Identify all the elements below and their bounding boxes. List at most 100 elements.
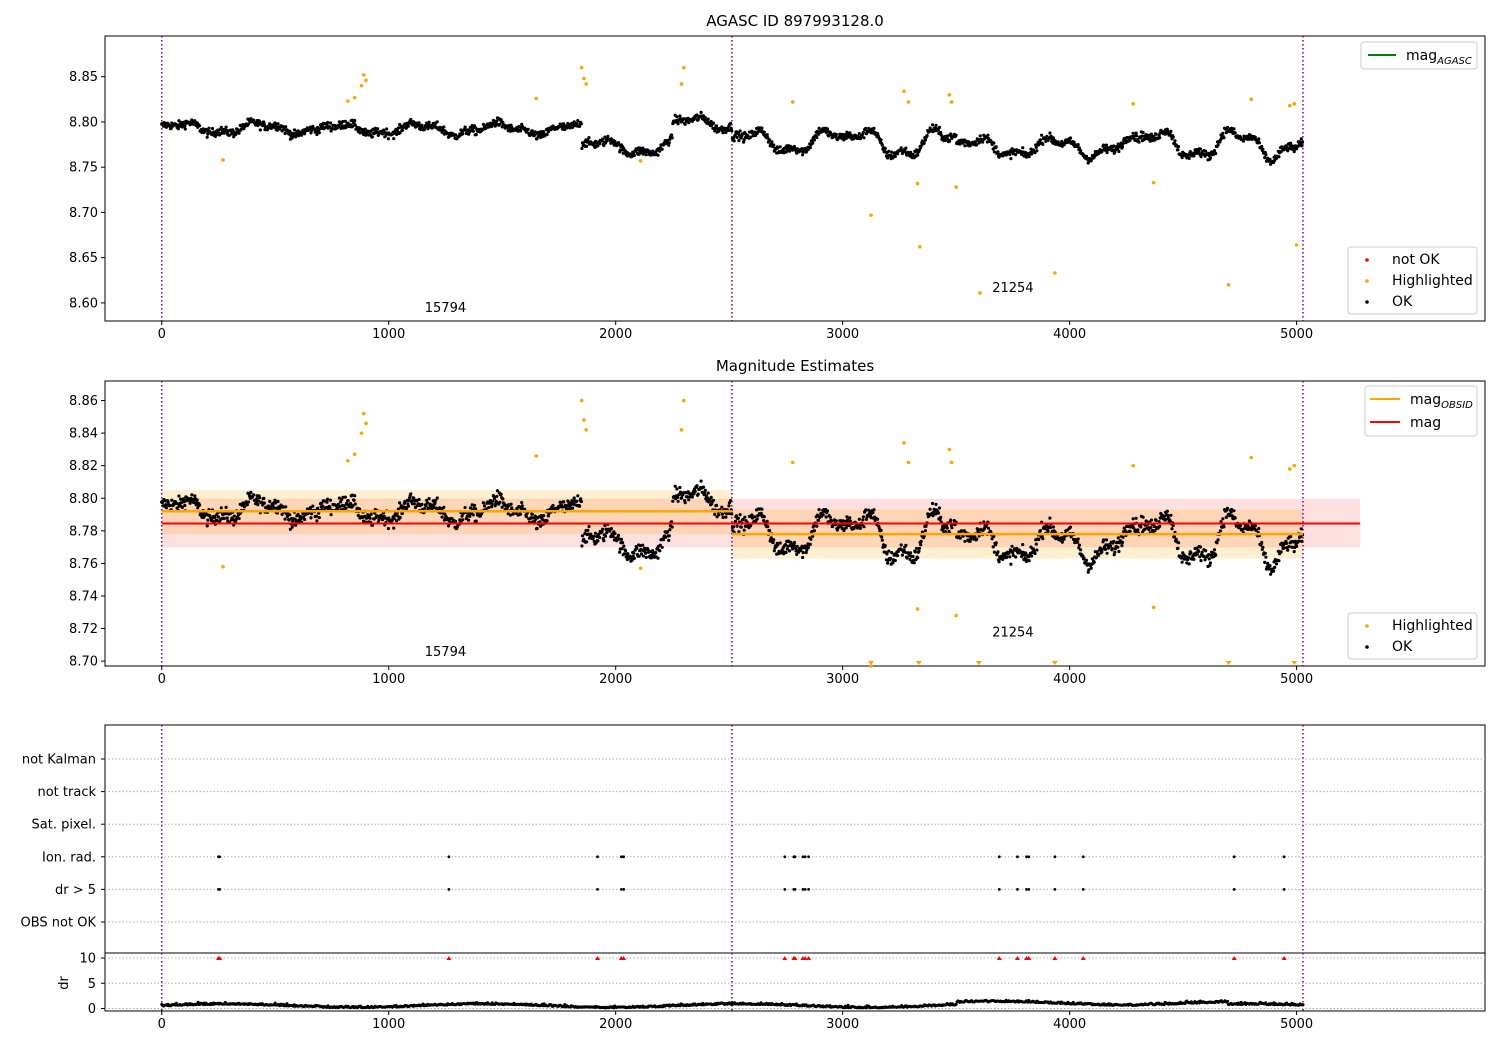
ok-point: [314, 130, 318, 134]
ok-point: [1300, 140, 1305, 144]
ok-point: [772, 538, 776, 542]
ok-point: [665, 530, 670, 534]
ok-point: [690, 495, 694, 499]
panel-agasc-x-axis: 0 1000 2000 3000 4000 5000: [158, 321, 1313, 342]
legend2-highlighted-label: Highlighted: [1392, 618, 1473, 634]
ok-point: [685, 495, 689, 499]
ok-point: [353, 123, 357, 127]
ok-point: [501, 497, 505, 501]
ok-point: [398, 131, 402, 135]
ok-point: [1149, 526, 1153, 530]
ok-point: [1008, 152, 1012, 157]
ok-point: [342, 504, 346, 508]
ok-point: [880, 538, 884, 542]
ok-point: [1300, 144, 1304, 148]
ok-point: [916, 556, 920, 560]
ok-point: [1284, 145, 1289, 149]
ok-point: [788, 149, 792, 153]
ok-point: [1116, 536, 1120, 540]
ok-point: [424, 504, 428, 508]
ok-point: [246, 500, 251, 504]
ok-point: [443, 512, 447, 517]
ok-point: [961, 141, 965, 145]
ok-point: [760, 507, 764, 511]
ok-point: [721, 515, 725, 520]
ok-point: [864, 508, 868, 512]
ok-point: [234, 518, 238, 522]
ok-point: [598, 142, 602, 146]
ok-point: [1216, 538, 1220, 542]
ok-point: [675, 495, 680, 499]
ok-point: [963, 144, 967, 148]
ok-point: [667, 534, 671, 538]
ok-point: [632, 551, 636, 555]
ok-point: [1277, 559, 1281, 563]
ok-point: [676, 122, 680, 126]
ok-point: [620, 547, 624, 551]
ok-point: [548, 507, 552, 511]
ok-point: [1204, 549, 1208, 553]
ok-point: [720, 505, 724, 509]
ok-point: [909, 551, 913, 555]
ok-point: [1169, 129, 1173, 133]
ok-point: [580, 534, 585, 538]
flag-event-point: [783, 855, 787, 859]
legend2-highlighted-marker: [1365, 624, 1369, 628]
ok-point: [733, 133, 738, 137]
ok-point: [349, 502, 353, 506]
ok-point: [1170, 527, 1174, 531]
ok-point: [695, 113, 699, 117]
highlighted-point: [638, 159, 643, 163]
ok-point: [285, 514, 289, 519]
out-of-range-marker: [1051, 661, 1058, 665]
highlighted-point: [790, 460, 795, 465]
ok-point: [585, 540, 589, 544]
ok-point: [801, 551, 805, 555]
flag-event-point: [807, 855, 811, 859]
ok-point: [991, 545, 995, 549]
ok-point: [281, 125, 285, 129]
ok-point: [992, 550, 997, 554]
ok-point: [920, 139, 925, 143]
ok-point: [210, 517, 214, 521]
ok-point: [992, 150, 997, 154]
ok-point: [809, 537, 813, 541]
ok-point: [1079, 149, 1083, 153]
ok-point: [1257, 137, 1261, 141]
ok-point: [735, 135, 739, 139]
highlighted-point: [364, 421, 368, 426]
ok-point: [889, 556, 893, 560]
ok-point: [811, 141, 815, 145]
legend-mag-label: mag: [1410, 415, 1441, 431]
legend-ok-label: OK: [1392, 294, 1413, 310]
ok-point: [1208, 561, 1212, 565]
ok-point: [600, 530, 604, 534]
ok-point: [193, 494, 197, 498]
ok-point: [735, 524, 739, 528]
ok-point: [576, 494, 580, 498]
ok-point: [651, 549, 655, 553]
ok-point: [749, 524, 753, 528]
ok-point: [392, 517, 396, 521]
ok-point: [1134, 131, 1138, 135]
highlighted-point: [869, 213, 873, 217]
legend-mag-agasc-label: magAGASC: [1406, 48, 1472, 67]
ok-point: [560, 125, 564, 129]
ok-point: [1241, 139, 1246, 143]
ok-point: [788, 549, 792, 553]
ok-point: [272, 125, 277, 129]
ok-point: [463, 125, 467, 129]
highlighted-point: [638, 566, 643, 571]
y-tick-label: 8.80: [69, 492, 98, 507]
ok-point: [1135, 134, 1139, 138]
highlighted-points: [221, 65, 1299, 295]
ok-point: [368, 516, 372, 520]
ok-point: [1300, 539, 1304, 544]
ok-point: [664, 535, 668, 539]
ok-point: [1173, 139, 1177, 143]
ok-point: [737, 530, 741, 534]
y-tick-label: 8.65: [69, 251, 98, 266]
ok-point: [262, 120, 266, 124]
ok-point: [759, 511, 763, 515]
